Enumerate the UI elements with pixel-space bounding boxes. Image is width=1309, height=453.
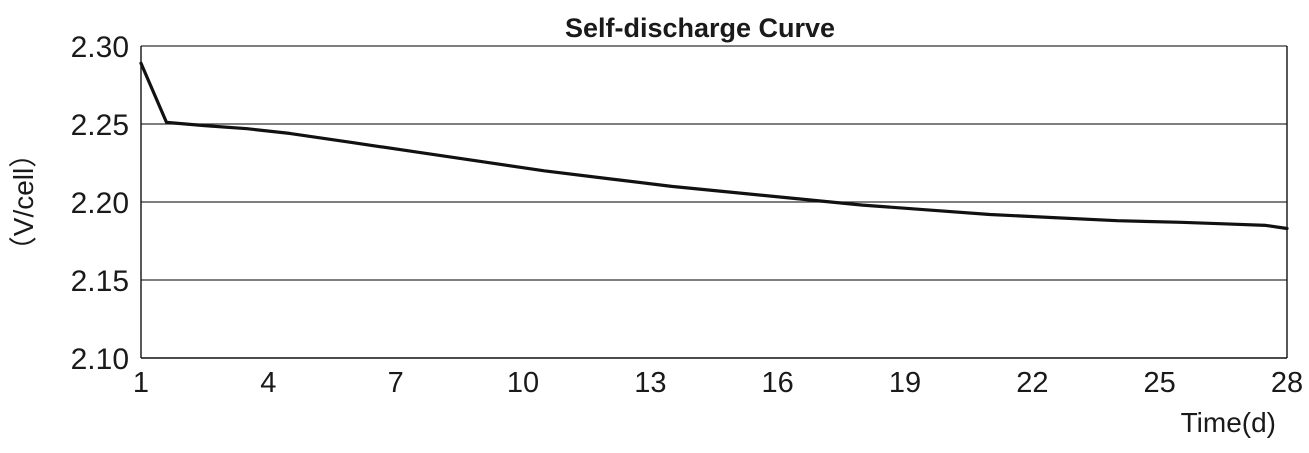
x-tick-label-9: 28 [1271,367,1303,399]
x-tick-label-0: 1 [133,367,149,399]
y-tick-label-2: 2.20 [71,187,129,220]
x-tick-label-4: 13 [634,367,666,399]
x-tick-label-7: 22 [1016,367,1048,399]
series-layer [139,61,1289,231]
tick-labels-layer: 2.10 2.15 2.20 2.25 2.30 1 4 7 10 13 16 19 22 25 28 [71,31,1304,399]
x-tick-label-3: 10 [507,367,539,399]
series-line-0 [139,61,1289,231]
y-axis-label: （V/cell） [8,140,39,264]
x-tick-label-2: 7 [388,367,404,399]
y-tick-label-0: 2.10 [71,343,129,376]
chart-title: Self-discharge Curve [565,13,835,43]
x-tick-label-6: 19 [889,367,921,399]
y-tick-label-1: 2.15 [71,265,129,298]
x-tick-label-1: 4 [260,367,276,399]
grid-layer [141,45,1287,281]
axes-layer [140,46,1288,359]
x-tick-label-5: 16 [762,367,794,399]
x-axis-label: Time(d) [1181,407,1276,438]
x-tick-label-8: 25 [1144,367,1176,399]
y-tick-label-3: 2.25 [71,109,129,142]
y-tick-label-4: 2.30 [71,31,129,64]
